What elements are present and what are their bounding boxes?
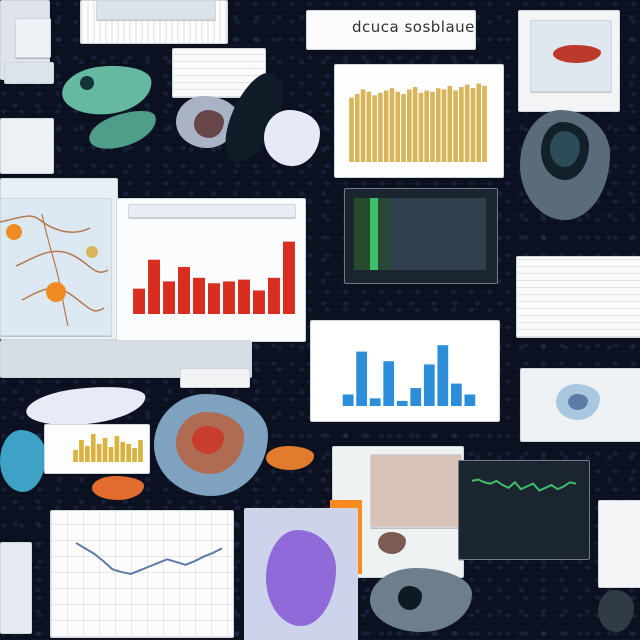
white-fabric (264, 110, 320, 166)
gold-bars-chart-bar (453, 90, 458, 162)
gold-bars-chart-bar (395, 91, 401, 162)
gold-bars-chart-bar (383, 90, 389, 162)
red-bar-chart (133, 241, 295, 314)
organ-illustration-core (192, 426, 224, 454)
teal-left-shape (0, 430, 46, 492)
red-bar-chart-bar (253, 290, 265, 314)
blue-bars-chart-bar (342, 394, 354, 406)
yellow-mini-chart (73, 434, 143, 462)
gold-bars-chart-bar (418, 92, 424, 162)
gold-bars-chart-bar (378, 92, 383, 162)
gold-bars-chart-bar (372, 95, 377, 162)
blue-bars-chart-bar (383, 361, 395, 406)
yellow-mini-chart-bar (126, 444, 131, 462)
top-center-tool-bar (96, 0, 216, 20)
top-left-panel-tile-1 (15, 18, 51, 58)
gold-bars-chart-bar (366, 91, 372, 162)
organ-side-blob (266, 446, 314, 470)
yellow-mini-chart-bar (120, 442, 126, 462)
blue-bars-chart-bar (396, 400, 408, 406)
brain-monitor-core (194, 110, 224, 138)
gold-bars-chart-bar (464, 84, 470, 162)
red-bar-chart-bar (193, 277, 205, 314)
yellow-mini-chart-bar (85, 446, 90, 462)
blue-bars-chart-bar (464, 394, 476, 406)
line-plot (75, 542, 223, 575)
red-bar-chart-bar (208, 283, 220, 314)
gold-bars-chart-bar (389, 88, 395, 162)
red-bar-chart-header (128, 204, 296, 218)
green-waveform-panel (458, 460, 590, 560)
blue-bars-chart-bar (369, 398, 381, 406)
title-card-text: dcuca sosblaue (352, 18, 475, 36)
gold-bars-chart-bar (441, 89, 447, 162)
gold-bars-chart-bar (412, 87, 418, 162)
gold-bars-chart-bar (349, 97, 354, 162)
bottom-left-panel (0, 542, 32, 634)
brown-specimen (378, 532, 406, 554)
teal-skull-eye (80, 76, 94, 90)
top-left-panel-tile-3 (0, 118, 54, 174)
right-document-panel (516, 256, 640, 338)
gold-bars-chart-bar (447, 85, 453, 162)
line-plot-series (75, 542, 223, 575)
white-spine (24, 381, 148, 431)
gold-bars-chart-bar (354, 94, 360, 162)
gold-bars-chart-bar (424, 90, 429, 162)
blue-oval-core (568, 394, 588, 410)
red-bar-chart-bar (163, 281, 175, 314)
gold-bars-chart-bar (360, 89, 366, 162)
yellow-mini-chart-bar (138, 440, 143, 462)
yellow-mini-chart-bar (132, 448, 137, 462)
bottom-right-machine-hole (398, 586, 422, 610)
red-bar-chart-bar (148, 259, 160, 314)
organ-bottom-blob (92, 476, 144, 500)
red-bar-chart-panel (116, 198, 306, 342)
red-bar-chart-bar (283, 241, 295, 314)
purple-brain (266, 530, 336, 626)
bottom-right-mic (598, 590, 634, 632)
yellow-mini-chart-bar (114, 436, 120, 462)
yellow-mini-chart-bar (96, 444, 102, 462)
title-card: dcuca sosblaue (306, 10, 476, 50)
left-white-tray (180, 368, 250, 388)
top-left-panel-tile-2 (4, 62, 54, 84)
gold-bars-chart-bar (435, 88, 441, 162)
blue-bars-chart-bar (437, 345, 449, 406)
red-bar-chart-bar (223, 281, 235, 314)
blue-bars-chart (342, 345, 476, 406)
blue-bars-chart-bar (410, 388, 422, 406)
pink-specimen-panel (370, 454, 462, 528)
gold-bars-chart (349, 83, 487, 162)
red-organ-shape (553, 45, 601, 63)
red-bar-chart-bar (268, 277, 280, 314)
green-spectrum-image (354, 198, 486, 270)
gold-bars-chart-bar (470, 88, 476, 162)
gold-bars-chart-bar (482, 85, 487, 162)
gold-bars-chart-bar (407, 89, 412, 162)
red-bar-chart-bar (133, 288, 145, 314)
anatomy-diagram (0, 213, 109, 327)
yellow-mini-chart-bar (73, 450, 78, 462)
red-bar-chart-bar (178, 266, 190, 314)
line-plot-panel (50, 510, 234, 638)
blue-bars-chart-bar (450, 383, 462, 406)
right-bottom-sheet (598, 500, 640, 588)
red-bar-chart-bar (238, 279, 250, 314)
gold-bars-chart-bar (430, 91, 435, 162)
green-waveform (471, 478, 577, 492)
gold-bars-chart-bar (459, 87, 464, 162)
gold-bars-chart-bar (476, 83, 482, 162)
gold-bars-chart-bar (401, 94, 406, 162)
blue-bars-chart-bar (356, 351, 368, 406)
blue-bars-chart-bar (423, 364, 435, 406)
yellow-mini-chart-bar (90, 434, 96, 462)
yellow-mini-chart-bar (102, 438, 108, 462)
yellow-mini-chart-bar (108, 447, 114, 462)
green-waveform-series (471, 478, 577, 492)
yellow-mini-chart-bar (79, 440, 84, 462)
dark-machine-lens (550, 131, 580, 167)
